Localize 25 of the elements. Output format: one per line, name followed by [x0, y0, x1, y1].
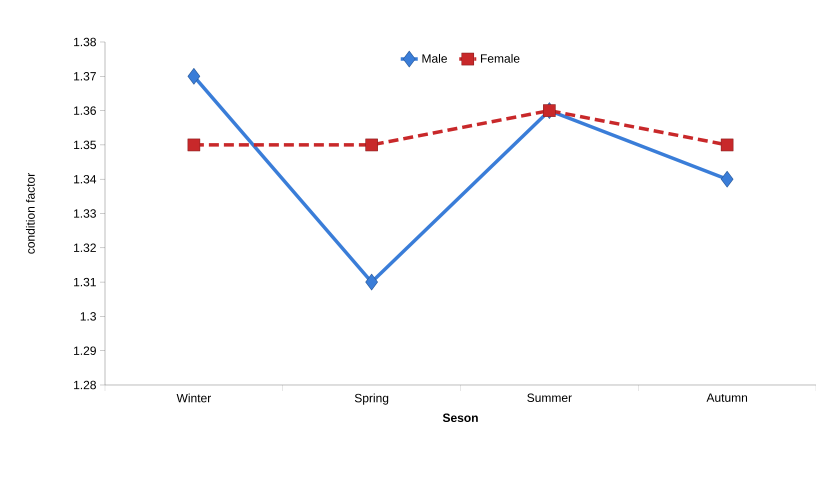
y-tick-label: 1.37 — [74, 72, 96, 81]
x-tick-label: Summer — [527, 394, 572, 402]
legend-label: Female — [480, 54, 520, 63]
legend-label: Male — [422, 54, 447, 63]
point — [188, 68, 200, 85]
x-tick-label: Spring — [354, 394, 388, 405]
point — [365, 274, 378, 290]
y-tick-label: 1.38 — [74, 38, 96, 46]
y-tick-label: 1.36 — [74, 106, 96, 115]
point — [365, 138, 378, 152]
y-tick-label: 1.33 — [74, 209, 96, 218]
y-tick-label: 1.34 — [74, 174, 96, 184]
point — [720, 170, 734, 188]
y-tick-label: 1.32 — [74, 244, 96, 252]
y-tick-label: 1.3 — [80, 312, 96, 321]
y-axis-title: condition factor — [26, 173, 35, 254]
point — [188, 138, 200, 152]
x-tick-label: Autumn — [706, 394, 748, 402]
y-tick-label: 1.28 — [74, 380, 96, 390]
x-axis-title: Seson — [442, 414, 478, 422]
x-tick-label: Winter — [176, 394, 212, 402]
y-tick-label: 1.29 — [74, 346, 96, 355]
point — [720, 138, 734, 152]
y-tick-label: 1.31 — [74, 278, 96, 286]
y-tick-label: 1.35 — [74, 140, 96, 150]
